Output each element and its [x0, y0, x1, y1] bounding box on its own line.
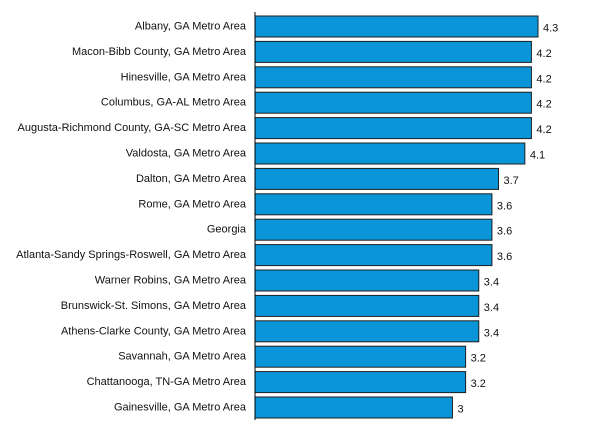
bars-layer — [254, 15, 539, 419]
bar — [254, 142, 526, 165]
value-label: 4.2 — [536, 99, 551, 111]
category-label: Albany, GA Metro Area — [135, 21, 247, 33]
category-label: Gainesville, GA Metro Area — [114, 402, 247, 414]
category-label: Savannah, GA Metro Area — [118, 351, 247, 363]
value-label: 3 — [457, 404, 463, 416]
value-label: 3.4 — [484, 302, 499, 314]
value-label: 4.2 — [536, 124, 551, 136]
value-label: 3.4 — [484, 327, 499, 339]
bar — [254, 15, 539, 38]
bar — [254, 40, 532, 63]
value-label: 4.2 — [536, 48, 551, 60]
category-label: Brunswick-St. Simons, GA Metro Area — [61, 300, 247, 312]
category-label: Chattanooga, TN-GA Metro Area — [87, 376, 247, 388]
value-label: 4.1 — [530, 150, 545, 162]
value-label: 4.2 — [536, 73, 551, 85]
bar — [254, 91, 532, 114]
value-label: 3.7 — [504, 175, 519, 187]
value-label: 4.3 — [543, 23, 558, 35]
value-label: 3.6 — [497, 251, 512, 263]
value-label: 3.6 — [497, 226, 512, 238]
bar — [254, 193, 493, 216]
value-label: 3.2 — [471, 353, 486, 365]
category-label: Athens-Clarke County, GA Metro Area — [61, 325, 247, 337]
bar — [254, 269, 480, 292]
category-label: Georgia — [207, 224, 247, 236]
bar — [254, 167, 500, 190]
bar — [254, 117, 532, 140]
category-label: Columbus, GA-AL Metro Area — [101, 97, 247, 109]
bar — [254, 294, 480, 317]
bar — [254, 66, 532, 89]
bar — [254, 345, 467, 368]
bar — [254, 396, 453, 419]
category-label: Valdosta, GA Metro Area — [126, 148, 247, 160]
category-label: Augusta-Richmond County, GA-SC Metro Are… — [18, 122, 247, 134]
category-label: Hinesville, GA Metro Area — [121, 71, 247, 83]
value-label: 3.2 — [471, 378, 486, 390]
bar — [254, 320, 480, 343]
category-label: Atlanta-Sandy Springs-Roswell, GA Metro … — [16, 249, 247, 261]
value-label: 3.6 — [497, 200, 512, 212]
bar — [254, 218, 493, 241]
bar — [254, 371, 467, 394]
bar — [254, 244, 493, 267]
category-label: Dalton, GA Metro Area — [136, 173, 247, 185]
category-labels: Albany, GA Metro Area Macon-Bibb County, … — [16, 21, 247, 414]
value-labels: 4.3 4.2 4.2 4.2 4.2 4.1 3.7 3.6 3.6 3.6 3.4 3.4 3.4 3… — [457, 23, 558, 416]
category-label: Rome, GA Metro Area — [138, 198, 246, 210]
category-label: Warner Robins, GA Metro Area — [95, 275, 247, 287]
value-label: 3.4 — [484, 277, 499, 289]
category-label: Macon-Bibb County, GA Metro Area — [72, 46, 247, 58]
